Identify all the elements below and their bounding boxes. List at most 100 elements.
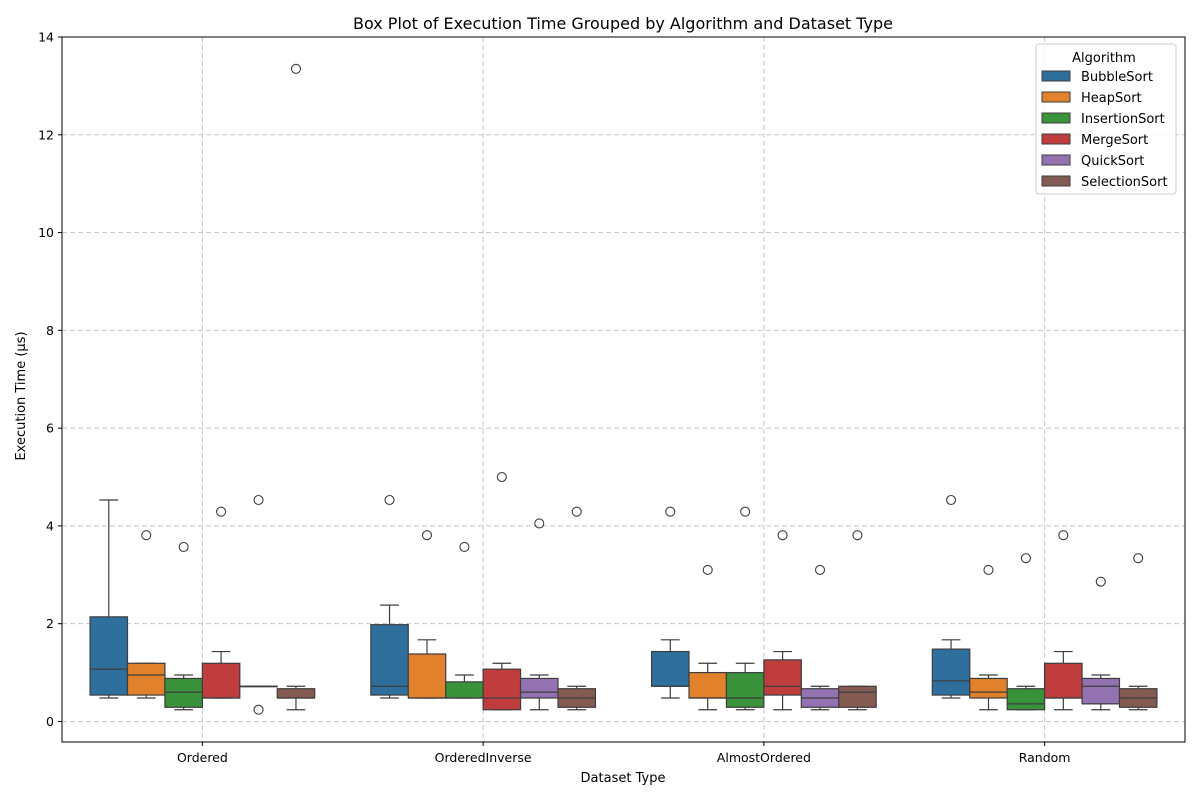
iqr-box [1081, 677, 1121, 705]
box-selectionsort-orderedinverse [557, 506, 597, 711]
legend-swatch [1041, 175, 1071, 187]
y-tick-label: 14 [38, 30, 54, 45]
iqr-box [201, 662, 241, 699]
x-tick-label: OrderedInverse [435, 750, 532, 765]
outlier-point [740, 506, 751, 517]
chart-title: Box Plot of Execution Time Grouped by Al… [353, 14, 893, 33]
axes-layer: 0 2 4 6 8 10 12 14 Ordered OrderedInverse AlmostOr… [38, 30, 1186, 765]
box-quicksort-random [1081, 576, 1121, 711]
y-tick-label: 12 [38, 127, 54, 142]
iqr-box [370, 624, 409, 696]
iqr-box [1044, 662, 1083, 699]
outlier-point [534, 518, 545, 529]
iqr-box [969, 677, 1008, 699]
y-tick-label: 4 [46, 518, 54, 533]
x-axis-label: Dataset Type [581, 771, 666, 786]
legend-frame [1035, 43, 1177, 195]
box-mergesort-almostordered [763, 530, 802, 711]
outlier-point [1095, 576, 1106, 587]
box-insertionsort-random [1006, 553, 1046, 711]
iqr-box [1006, 688, 1046, 711]
y-tick-label: 6 [46, 421, 54, 436]
outlier-point [777, 530, 788, 541]
x-tick-label: Random [1019, 750, 1071, 765]
y-tick-label: 8 [46, 323, 54, 338]
outlier-point [421, 530, 433, 541]
outlier-point [290, 63, 302, 74]
box-heapsort-random [969, 564, 1008, 711]
outlier-point [253, 494, 264, 506]
y-tick-label: 2 [46, 616, 54, 631]
legend-label: SelectionSort [1081, 175, 1168, 190]
y-tick-label: 0 [46, 714, 54, 729]
box-bubblesort-random [931, 494, 971, 699]
box-heapsort-almostordered [688, 564, 728, 711]
iqr-box [519, 677, 559, 699]
iqr-box [650, 650, 690, 687]
plot-frame [61, 36, 1186, 743]
box-heapsort-ordered [126, 530, 166, 699]
iqr-box [89, 616, 129, 696]
outlier-point [384, 494, 395, 506]
outlier-point [945, 494, 957, 506]
box-heapsort-orderedinverse [407, 530, 447, 699]
legend-label: MergeSort [1081, 133, 1148, 148]
box-insertionsort-orderedinverse [445, 541, 484, 699]
x-tick-label: AlmostOrdered [717, 750, 811, 765]
y-tick-label: 10 [38, 225, 54, 240]
box-selectionsort-ordered [276, 63, 316, 711]
box-quicksort-ordered [239, 494, 278, 715]
outlier-point [141, 530, 152, 541]
legend-label: BubbleSort [1081, 70, 1153, 85]
legend-swatch [1041, 112, 1071, 124]
legend-title: Algorithm [1072, 51, 1136, 66]
box-bubblesort-ordered [89, 499, 129, 699]
outlier-point [496, 471, 507, 483]
outlier-point [571, 506, 582, 517]
outlier-point [1058, 530, 1069, 541]
iqr-box [126, 662, 166, 696]
outlier-point [983, 564, 994, 575]
legend-swatch [1041, 91, 1071, 103]
outlier-point [459, 541, 470, 552]
iqr-box [407, 653, 447, 699]
box-bubblesort-orderedinverse [370, 494, 409, 699]
iqr-box [445, 681, 484, 699]
outlier-point [665, 506, 676, 517]
outlier-point [1133, 553, 1144, 564]
boxes-layer [89, 63, 1158, 715]
box-mergesort-orderedinverse [482, 471, 522, 711]
iqr-box [164, 677, 203, 708]
iqr-box [482, 668, 522, 711]
iqr-box [838, 685, 877, 708]
legend-swatch [1041, 133, 1071, 145]
iqr-box [725, 671, 765, 708]
box-insertionsort-almostordered [725, 506, 765, 711]
box-mergesort-ordered [201, 506, 241, 699]
iqr-box [763, 659, 802, 696]
box-selectionsort-random [1118, 553, 1158, 711]
legend-label: QuickSort [1081, 154, 1144, 169]
grid-layer [62, 36, 1185, 742]
box-quicksort-almostordered [800, 564, 840, 711]
box-mergesort-random [1044, 530, 1083, 711]
x-tick-label: Ordered [177, 750, 228, 765]
iqr-box [276, 688, 316, 699]
outlier-point [1020, 553, 1031, 564]
outlier-point [253, 704, 264, 715]
legend-label: HeapSort [1081, 91, 1142, 106]
y-axis-label: Execution Time (µs) [14, 331, 29, 460]
box-selectionsort-almostordered [838, 530, 877, 711]
outlier-point [216, 506, 227, 517]
box-insertionsort-ordered [164, 541, 203, 711]
iqr-box [688, 671, 728, 699]
box-quicksort-orderedinverse [519, 518, 559, 711]
box-bubblesort-almostordered [650, 506, 690, 699]
legend-label: InsertionSort [1081, 112, 1165, 127]
outlier-point [702, 564, 713, 575]
outlier-point [178, 541, 189, 552]
outlier-point [814, 564, 826, 575]
iqr-box [931, 648, 971, 696]
outlier-point [852, 530, 863, 541]
